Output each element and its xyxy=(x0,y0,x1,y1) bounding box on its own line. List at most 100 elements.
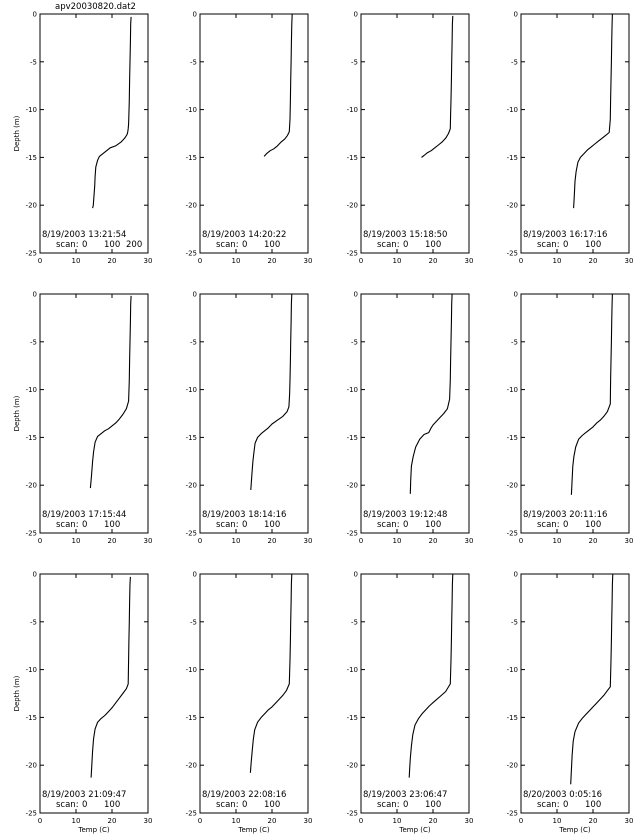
x-tick-label: 0 xyxy=(198,257,202,265)
y-tick-label: -15 xyxy=(26,714,37,722)
y-tick-label: -20 xyxy=(507,762,518,770)
timestamp-label: 8/19/2003 13:21:54 xyxy=(42,230,126,240)
timestamp-label: 8/19/2003 23:06:47 xyxy=(363,790,447,800)
x-tick-label: 30 xyxy=(465,537,474,545)
y-tick-label: -5 xyxy=(511,58,518,66)
x-tick-label: 30 xyxy=(304,257,313,265)
plot-frame xyxy=(360,293,470,534)
scan-label: scan: xyxy=(377,240,400,250)
plot-frame xyxy=(199,573,309,814)
plot-frame xyxy=(520,13,630,254)
x-tick-label: 10 xyxy=(393,537,402,545)
y-tick-label: -10 xyxy=(507,666,518,674)
y-tick-label: -25 xyxy=(507,250,518,258)
scan-label: scan: xyxy=(56,240,79,250)
scan-tick-label: 0 xyxy=(242,520,247,530)
temperature-profile-line xyxy=(408,573,454,778)
temperature-profile-line xyxy=(92,16,132,209)
y-axis-label: Depth (m) xyxy=(13,675,21,711)
x-tick-label: 30 xyxy=(465,817,474,825)
y-tick-label: -5 xyxy=(30,338,37,346)
plot-frame xyxy=(39,13,149,254)
x-tick-label: 0 xyxy=(198,817,202,825)
scan-label: scan: xyxy=(56,520,79,530)
x-tick-label: 0 xyxy=(359,817,363,825)
plot-frame xyxy=(39,573,149,814)
timestamp-label: 8/19/2003 18:14:16 xyxy=(202,510,286,520)
timestamp-label: 8/20/2003 0:05:16 xyxy=(523,790,602,800)
x-tick-label: 30 xyxy=(304,537,313,545)
temperature-profile-line xyxy=(250,293,293,491)
x-tick-label: 10 xyxy=(553,537,562,545)
temperature-profile-line xyxy=(573,13,613,209)
x-tick-label: 0 xyxy=(38,257,42,265)
panel-4: 0 10 20 300-5-10-15-20-258/19/2003 16:17:16… xyxy=(507,11,634,266)
x-tick-label: 0 xyxy=(359,537,363,545)
y-tick-label: 0 xyxy=(354,571,358,579)
y-tick-label: -20 xyxy=(347,762,358,770)
temperature-profile-line xyxy=(570,293,613,495)
scan-label: scan: xyxy=(377,800,400,810)
x-tick-label: 30 xyxy=(144,817,153,825)
y-tick-label: -20 xyxy=(507,482,518,490)
y-tick-label: 0 xyxy=(193,11,197,19)
y-axis-label: Depth (m) xyxy=(13,115,21,151)
y-tick-label: -25 xyxy=(26,810,37,818)
temperature-profile-line xyxy=(421,15,454,158)
x-tick-label: 20 xyxy=(589,817,598,825)
scan-tick-label: 200 xyxy=(126,240,142,250)
scan-tick-label: 100 xyxy=(104,800,120,810)
scan-label: scan: xyxy=(216,800,239,810)
scan-tick-label: 0 xyxy=(242,240,247,250)
y-tick-label: -10 xyxy=(347,106,358,114)
y-tick-label: -20 xyxy=(26,202,37,210)
x-tick-label: 10 xyxy=(72,257,81,265)
x-tick-label: 20 xyxy=(108,257,117,265)
y-tick-label: -20 xyxy=(507,202,518,210)
scan-tick-label: 0 xyxy=(242,800,247,810)
scan-label: scan: xyxy=(377,520,400,530)
y-tick-label: -10 xyxy=(186,106,197,114)
y-tick-label: 0 xyxy=(514,11,518,19)
scan-label: scan: xyxy=(537,240,560,250)
scan-tick-label: 100 xyxy=(264,520,280,530)
temperature-profile-line xyxy=(409,293,453,494)
y-tick-label: 0 xyxy=(193,291,197,299)
y-tick-label: -25 xyxy=(507,810,518,818)
x-tick-label: 0 xyxy=(198,537,202,545)
x-tick-label: 20 xyxy=(108,537,117,545)
x-tick-label: 20 xyxy=(429,257,438,265)
x-tick-label: 10 xyxy=(72,537,81,545)
y-tick-label: -10 xyxy=(347,386,358,394)
scan-tick-label: 100 xyxy=(104,240,120,250)
x-tick-label: 30 xyxy=(144,257,153,265)
scan-tick-label: 100 xyxy=(585,240,601,250)
scan-tick-label: 100 xyxy=(585,800,601,810)
y-tick-label: -5 xyxy=(351,618,358,626)
y-tick-label: -20 xyxy=(347,202,358,210)
x-tick-label: 0 xyxy=(359,257,363,265)
y-tick-label: -5 xyxy=(30,618,37,626)
y-tick-label: -25 xyxy=(347,810,358,818)
panel-3: 0 10 20 300-5-10-15-20-258/19/2003 15:18:50… xyxy=(347,11,474,266)
x-tick-label: 20 xyxy=(429,537,438,545)
x-tick-label: 20 xyxy=(268,817,277,825)
panel-8: 0 10 20 300-5-10-15-20-258/19/2003 20:11:16… xyxy=(507,291,634,546)
x-tick-label: 20 xyxy=(589,257,598,265)
y-tick-label: -15 xyxy=(186,434,197,442)
x-tick-label: 0 xyxy=(519,817,523,825)
y-tick-label: -25 xyxy=(507,530,518,538)
x-tick-label: 0 xyxy=(38,537,42,545)
x-tick-label: 10 xyxy=(393,257,402,265)
y-tick-label: -15 xyxy=(26,434,37,442)
x-tick-label: 20 xyxy=(429,817,438,825)
x-tick-label: 20 xyxy=(108,817,117,825)
y-tick-label: -15 xyxy=(347,154,358,162)
scan-tick-label: 100 xyxy=(104,520,120,530)
